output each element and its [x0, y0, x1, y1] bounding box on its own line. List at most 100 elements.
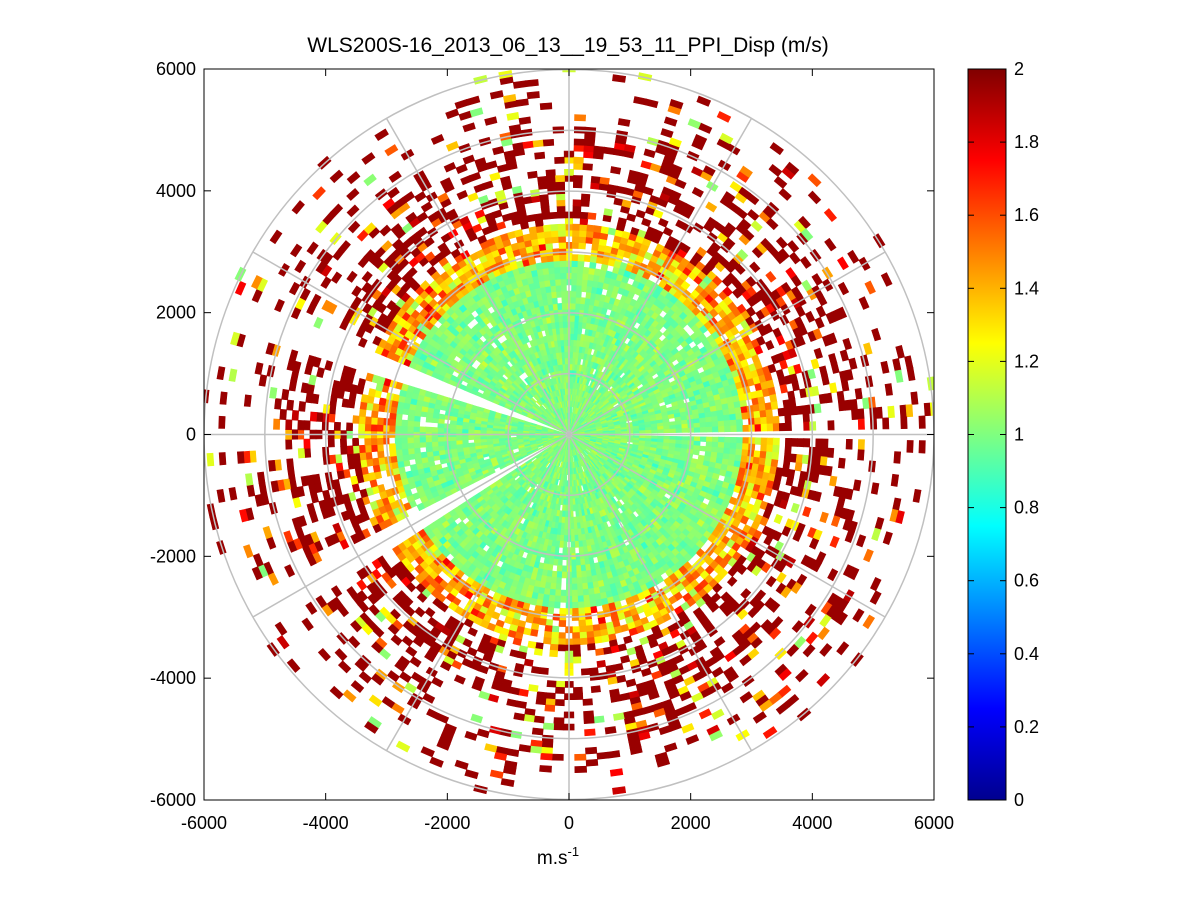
data-cell	[637, 172, 649, 182]
data-cell	[614, 431, 622, 435]
data-cell	[840, 380, 850, 392]
data-cell	[546, 680, 557, 688]
data-cell	[585, 624, 594, 633]
data-cell	[711, 441, 719, 448]
data-cell	[669, 99, 684, 110]
data-cell	[813, 403, 822, 414]
data-cell	[595, 648, 605, 656]
data-cell	[573, 692, 584, 701]
data-cell	[887, 405, 895, 419]
data-cell	[736, 425, 744, 432]
data-cell	[562, 547, 568, 555]
data-cell	[811, 472, 820, 484]
data-cell	[681, 427, 689, 433]
data-cell	[795, 405, 804, 415]
data-cell	[609, 645, 620, 654]
data-cell	[770, 459, 779, 468]
data-cell	[542, 637, 552, 645]
data-cell	[811, 385, 820, 397]
data-cell	[579, 217, 589, 226]
data-cell	[699, 445, 707, 452]
data-cell	[607, 676, 618, 685]
data-cell	[918, 440, 926, 454]
data-cell	[799, 256, 812, 269]
data-cell	[576, 577, 583, 585]
data-cell	[798, 215, 811, 230]
data-cell	[803, 438, 811, 448]
data-cell	[728, 407, 736, 416]
data-cell	[576, 284, 583, 292]
data-cell	[582, 588, 590, 597]
data-cell	[724, 436, 732, 444]
data-cell	[723, 442, 731, 449]
data-cell	[784, 422, 792, 432]
data-cell	[603, 208, 613, 217]
data-cell	[561, 565, 568, 573]
data-cell	[572, 205, 582, 213]
data-cell	[540, 746, 553, 755]
data-cell	[836, 306, 848, 320]
data-cell	[549, 649, 559, 658]
data-cell	[754, 424, 762, 432]
data-cell	[699, 436, 707, 443]
data-cell	[778, 187, 792, 201]
data-cell	[900, 416, 908, 430]
data-cell	[741, 443, 750, 451]
data-cell	[757, 396, 766, 405]
data-cell	[535, 697, 547, 706]
data-cell	[782, 460, 791, 470]
data-cell	[760, 437, 768, 446]
data-cell	[556, 565, 563, 573]
data-cell	[749, 261, 761, 273]
data-cell	[784, 437, 792, 447]
data-cell	[669, 190, 682, 200]
data-cell	[558, 620, 567, 628]
data-cell	[717, 415, 725, 422]
data-cell	[570, 314, 576, 322]
data-cell	[802, 413, 810, 423]
data-cell	[583, 710, 595, 718]
data-cell	[572, 211, 582, 219]
data-cell	[760, 423, 768, 432]
data-cell	[772, 437, 780, 446]
data-cell	[790, 438, 799, 447]
data-cell	[754, 417, 762, 426]
data-cell	[795, 335, 806, 347]
data-cell	[718, 425, 726, 433]
data-cell	[582, 272, 590, 281]
data-cell	[854, 387, 863, 400]
data-cell	[675, 424, 683, 430]
data-cell	[580, 193, 591, 201]
data-cell	[593, 715, 605, 724]
data-cell	[579, 211, 589, 220]
data-cell	[596, 660, 607, 668]
data-cell	[572, 235, 580, 243]
data-cell	[579, 230, 588, 238]
data-cell	[555, 686, 565, 694]
data-cell	[905, 404, 914, 418]
data-cell	[851, 408, 859, 421]
data-cell	[572, 638, 581, 646]
data-cell	[571, 241, 580, 249]
data-cell	[575, 290, 582, 298]
data-cell	[548, 588, 556, 597]
data-cell	[571, 290, 577, 298]
data-cell	[573, 686, 583, 694]
data-cell	[593, 225, 603, 233]
data-cell	[569, 510, 574, 518]
data-cell	[590, 175, 601, 184]
data-cell	[906, 440, 914, 453]
data-cell	[557, 638, 566, 646]
data-cell	[807, 173, 822, 188]
data-cell	[712, 436, 719, 443]
data-cell	[584, 132, 596, 141]
data-cell	[642, 186, 654, 196]
data-cell	[571, 284, 578, 292]
data-cell	[765, 451, 773, 460]
data-cell	[705, 436, 713, 443]
data-cell	[816, 293, 828, 307]
data-cell	[578, 546, 584, 554]
data-cell	[675, 436, 683, 441]
data-cell	[857, 439, 865, 451]
